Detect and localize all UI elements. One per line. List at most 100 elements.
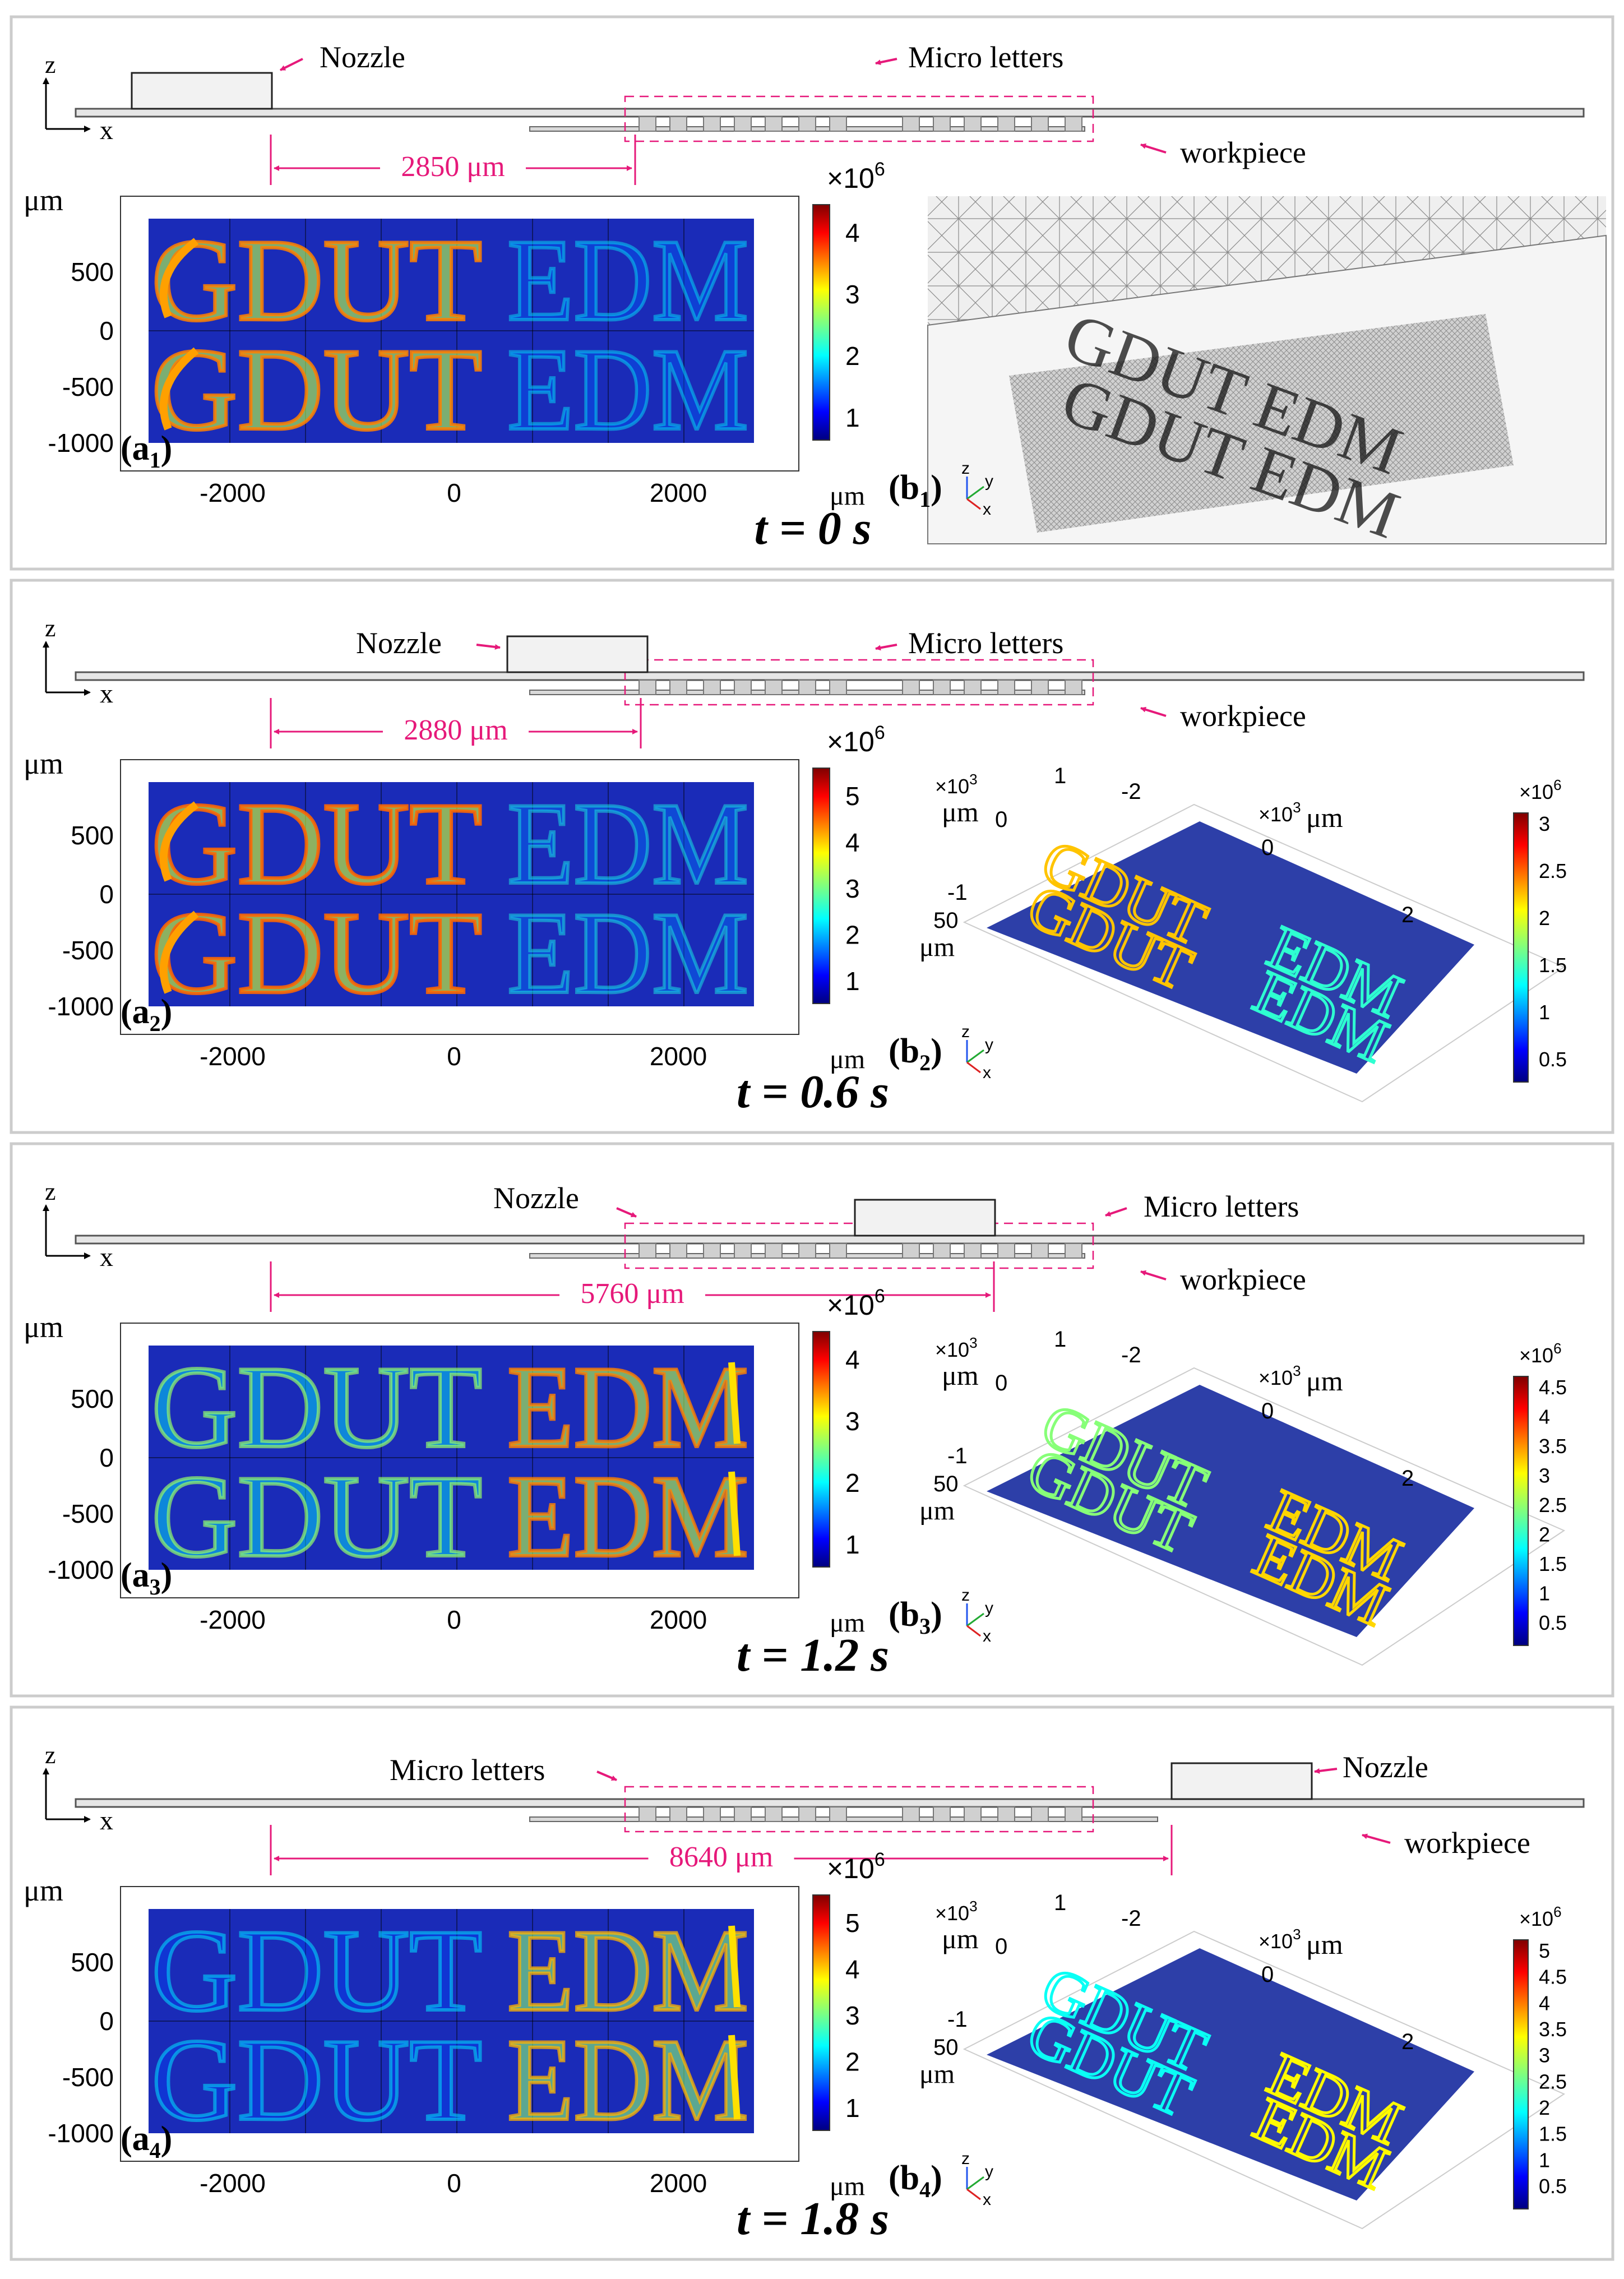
axis-x-label: x [100,679,113,709]
letters-label: Micro letters [908,40,1063,74]
colorbar-tick: 4 [845,1345,860,1374]
axis-z-label: z [45,1741,56,1769]
micro-letter-block [765,1243,783,1259]
panel-b-label: (b3) [889,1596,942,1639]
persp-tick: 2 [1401,1466,1414,1491]
surface-colorbar-tick: 4 [1539,1406,1550,1429]
micro-letter-block [703,1243,721,1259]
micro-letter-block [669,1806,687,1822]
triad-x-icon [966,498,981,510]
micro-letter-block [765,116,783,132]
micro-letter-block [964,116,982,132]
hot-spot [159,801,199,882]
exp3-label: ×103 [1259,1362,1301,1389]
letters-arrow-icon [1105,1207,1127,1217]
nozzle-label: Nozzle [356,626,442,660]
micro-letter-block [964,1243,982,1259]
micro-letter-block [829,1243,847,1259]
panel-b-label: (b4) [889,2159,942,2202]
nozzle-arrow-icon [1314,1768,1338,1774]
micro-letter-block [798,116,816,132]
micro-letter-block [829,1806,847,1822]
nozzle-label: Nozzle [320,40,405,74]
mesh-fine-zone [1009,314,1514,533]
triad-y: y [985,472,993,491]
micro-letter-block [997,116,1015,132]
y-tick-label: -500 [62,936,114,965]
y-tick-label: -500 [62,2063,114,2092]
workpiece-arrow-icon [1362,1833,1391,1844]
micro-letter-block [639,116,656,132]
persp-tick: 1 [1054,1890,1066,1915]
triad-y: y [985,1036,993,1054]
persp-tick: -1 [947,1444,968,1468]
time-caption: t = 0 s [755,502,872,554]
axes-box [963,803,1566,1103]
persp-tick: 1 [1054,764,1066,788]
nozzle-plate [75,1798,1585,1808]
panel-3: z x Nozzle Micro letters workpiece 5760 μm μm G… [10,1142,1614,1698]
triad-x: x [983,500,991,519]
micro-letter-block [765,679,783,695]
map-text-edm: EDM [507,325,748,455]
triad-y-icon [966,1049,984,1064]
colorbar-tick: 2 [845,921,860,950]
micro-letter-block [765,1806,783,1822]
colorbar-exponent: ×106 [827,1849,885,1884]
y-tick-label: -1000 [48,428,114,457]
colorbar [812,204,830,441]
nozzle-plate [75,108,1585,118]
micro-letter-block [933,116,951,132]
micro-letter-block [902,679,920,695]
y-unit-label: μm [24,1310,63,1344]
hot-spot [728,1362,741,1444]
surface-plate [987,821,1474,1074]
y-tick-label: 0 [99,1443,114,1472]
triad-y: y [985,2162,993,2181]
micro-letter-block [734,1243,752,1259]
x-tick-label: 0 [447,1042,461,1071]
micro-letter-block [1031,1806,1049,1822]
surface-colorbar-tick: 0.5 [1539,1611,1567,1634]
exp3-label: ×103 [935,771,978,798]
micro-letter-block [703,1806,721,1822]
x-unit-label: μm [830,2171,865,2201]
triad-z: z [961,2149,970,2168]
colorbar [812,1331,830,1568]
hot-spot [728,1471,741,1556]
micro-letter-block [798,679,816,695]
z3-unit: μm [919,2059,955,2089]
y-tick-label: -500 [62,1499,114,1528]
map-text-gdut: GDUT [151,888,482,1018]
colorbar-tick: 3 [845,280,860,309]
x-tick-label: 2000 [650,478,707,507]
y-tick-label: -500 [62,372,114,401]
colorbar-tick: 1 [845,2093,860,2123]
y-tick-label: -1000 [48,1555,114,1584]
micro-letter-block [1031,116,1049,132]
workpiece-label: workpiece [1180,699,1306,733]
letters-arrow-icon [596,1770,617,1781]
triad-x: x [983,2190,991,2209]
panel-a-label: (a1) [121,429,172,473]
surface-colorbar-tick: 4.5 [1539,1376,1567,1399]
colorbar-tick: 1 [845,967,860,996]
map-text-edm: EDM [507,215,748,345]
panel-4: z x Micro letters Nozzle workpiece 8640 μm μm G… [10,1705,1614,2261]
colorbar-tick: 1 [845,1530,860,1559]
y-tick-label: 0 [99,2007,114,2036]
triad-y-icon [966,2176,984,2190]
persp-tick: 50 [933,908,959,933]
micro-letter-block [1065,1243,1082,1259]
letters-arrow-icon [875,644,897,651]
nozzle-block [1170,1762,1313,1800]
x-tick-label: 0 [447,1605,461,1634]
hot-spot [728,1925,741,2008]
triad-y-icon [966,1612,984,1627]
y-tick-label: 500 [71,1384,114,1413]
persp-tick: 0 [1261,1962,1274,1987]
map-text-gdut: GDUT [151,2015,482,2145]
z3-unit: μm [919,1496,955,1526]
hot-spot [159,347,199,431]
map-text-gdut: GDUT [151,1451,482,1582]
